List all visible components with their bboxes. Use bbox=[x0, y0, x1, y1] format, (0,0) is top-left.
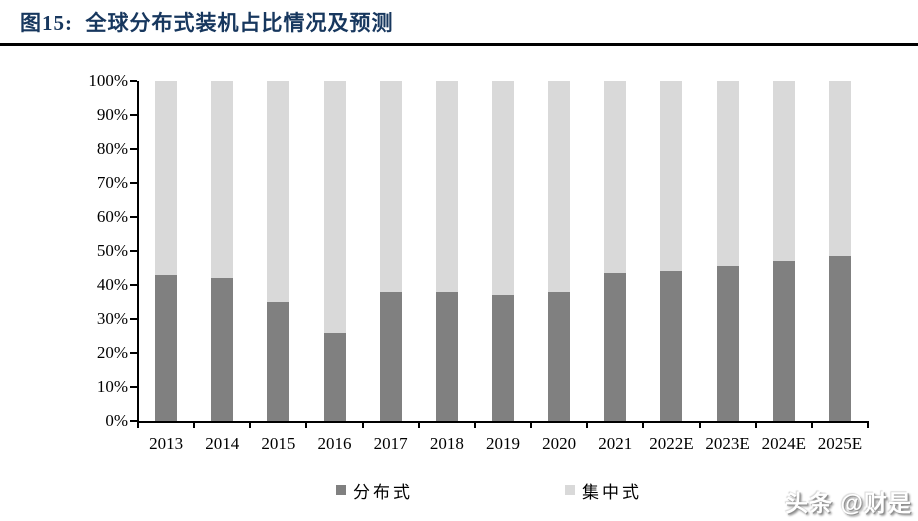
bar-segment-centralized-2021 bbox=[604, 81, 627, 274]
bar-segment-centralized-2025E bbox=[828, 81, 851, 257]
x-axis-tick bbox=[137, 421, 139, 428]
x-axis-tick bbox=[249, 421, 252, 428]
y-axis-tick bbox=[130, 114, 137, 116]
x-axis-tick bbox=[698, 421, 701, 428]
x-axis-label: 2017 bbox=[373, 434, 408, 453]
title-divider bbox=[0, 43, 918, 46]
bar-segment-centralized-2024E bbox=[772, 81, 795, 262]
bar-segment-distributed-2017 bbox=[379, 291, 402, 421]
y-axis-tick bbox=[130, 216, 137, 218]
bar-segment-centralized-2023E bbox=[716, 81, 739, 267]
bar-segment-distributed-2014 bbox=[211, 278, 234, 421]
x-axis-tick bbox=[810, 421, 813, 428]
x-axis-label: 2025E bbox=[817, 434, 863, 453]
bar-segment-centralized-2022E bbox=[660, 81, 683, 272]
y-axis-tick-label: 10% bbox=[96, 377, 128, 396]
legend-label: 分布式 bbox=[353, 482, 413, 502]
y-axis-tick-label: 0% bbox=[105, 411, 128, 430]
y-axis-tick-label: 20% bbox=[96, 343, 128, 362]
y-axis-tick-label: 100% bbox=[88, 71, 128, 90]
figure-title: 图15: 全球分布式装机占比情况及预测 bbox=[20, 11, 394, 35]
x-axis-label: 2022E bbox=[649, 434, 694, 453]
bar-segment-centralized-2019 bbox=[492, 81, 514, 296]
x-axis-label: 2014 bbox=[205, 434, 240, 453]
bar-segment-centralized-2014 bbox=[211, 81, 234, 279]
y-axis-tick-label: 30% bbox=[96, 309, 128, 328]
y-axis-tick bbox=[130, 182, 137, 184]
y-axis-tick bbox=[130, 352, 137, 354]
x-axis-tick bbox=[642, 421, 645, 428]
bar-segment-distributed-2020 bbox=[548, 291, 571, 421]
y-axis-tick bbox=[130, 386, 137, 388]
bar-segment-distributed-2015 bbox=[267, 302, 290, 421]
y-axis-tick bbox=[130, 148, 137, 150]
bar-segment-distributed-2021 bbox=[604, 273, 627, 421]
bar-segment-distributed-2024E bbox=[772, 261, 795, 421]
y-axis-tick-label: 50% bbox=[96, 241, 128, 260]
x-axis-tick bbox=[867, 421, 869, 428]
y-axis-tick bbox=[130, 420, 137, 422]
legend-item-distributed: 分布式 bbox=[336, 478, 413, 503]
bar-segment-centralized-2020 bbox=[548, 81, 571, 292]
bar-segment-centralized-2017 bbox=[379, 81, 402, 292]
x-axis-tick bbox=[754, 421, 757, 428]
y-axis-tick-label: 90% bbox=[96, 105, 128, 124]
plot-area bbox=[137, 81, 868, 423]
y-axis-tick-label: 80% bbox=[96, 139, 128, 158]
x-axis-label: 2013 bbox=[149, 434, 184, 453]
legend-item-centralized: 集中式 bbox=[565, 478, 642, 503]
bar-segment-centralized-2018 bbox=[435, 81, 458, 292]
x-axis-tick bbox=[530, 421, 533, 428]
legend-label: 集中式 bbox=[582, 482, 642, 502]
legend-swatch-distributed bbox=[336, 485, 346, 495]
y-axis-tick-label: 70% bbox=[96, 173, 128, 192]
watermark: 头条 @财是 bbox=[785, 490, 912, 516]
bar-segment-centralized-2013 bbox=[155, 81, 178, 275]
x-axis-tick bbox=[417, 421, 420, 428]
bar-segment-distributed-2019 bbox=[492, 295, 514, 421]
x-axis-label: 2015 bbox=[261, 434, 296, 453]
x-axis-tick bbox=[586, 421, 589, 428]
bar-segment-centralized-2015 bbox=[267, 81, 290, 302]
bar-segment-distributed-2022E bbox=[660, 271, 683, 421]
x-axis-label: 2021 bbox=[598, 434, 633, 453]
x-axis-tick bbox=[305, 421, 308, 428]
bar-segment-distributed-2013 bbox=[155, 274, 178, 421]
bar-segment-distributed-2025E bbox=[828, 256, 851, 421]
y-axis-tick-label: 60% bbox=[96, 207, 128, 226]
bar-segment-distributed-2016 bbox=[323, 332, 346, 421]
y-axis-tick bbox=[130, 250, 137, 252]
y-axis-tick-label: 40% bbox=[96, 275, 128, 294]
y-axis-tick bbox=[130, 80, 137, 82]
x-axis-tick bbox=[193, 421, 196, 428]
legend-swatch-centralized bbox=[565, 485, 575, 495]
x-axis-label: 2018 bbox=[429, 434, 464, 453]
x-axis-tick bbox=[361, 421, 364, 428]
x-axis-label: 2016 bbox=[317, 434, 352, 453]
x-axis-label: 2023E bbox=[705, 434, 750, 453]
x-axis-label: 2020 bbox=[542, 434, 577, 453]
bar-segment-distributed-2018 bbox=[435, 291, 458, 421]
y-axis-tick bbox=[130, 318, 137, 320]
bar-segment-distributed-2023E bbox=[716, 266, 739, 421]
chart-legend: 分布式 集中式 bbox=[0, 477, 918, 503]
x-axis-label: 2024E bbox=[761, 434, 806, 453]
y-axis-tick bbox=[130, 284, 137, 286]
x-axis-label: 2019 bbox=[485, 434, 520, 453]
bar-segment-centralized-2016 bbox=[323, 81, 346, 333]
x-axis-tick bbox=[473, 421, 476, 428]
